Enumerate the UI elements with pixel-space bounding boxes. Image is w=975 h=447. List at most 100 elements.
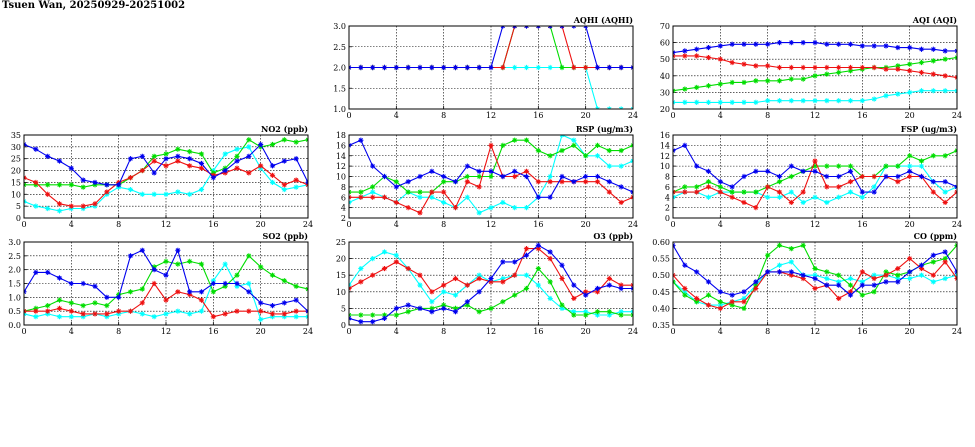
- data-point: [788, 259, 794, 265]
- data-point: [765, 41, 771, 47]
- data-point: [464, 194, 470, 200]
- data-point: [559, 262, 565, 268]
- data-point: [258, 316, 264, 323]
- data-point: [918, 158, 925, 164]
- data-point: [293, 283, 299, 289]
- data-point: [381, 173, 388, 180]
- data-point: [139, 167, 145, 174]
- data-point: [559, 305, 565, 311]
- data-point: [68, 203, 74, 209]
- data-point: [33, 314, 39, 320]
- data-point: [741, 295, 747, 302]
- data-point: [571, 312, 577, 318]
- data-point: [800, 275, 806, 282]
- data-point: [717, 184, 723, 190]
- data-point: [753, 99, 759, 105]
- data-point: [56, 201, 63, 207]
- data-point: [824, 41, 830, 47]
- data-point: [812, 275, 818, 282]
- data-point: [571, 295, 577, 302]
- data-point: [246, 253, 252, 259]
- data-point: [500, 275, 506, 282]
- data-point: [812, 285, 818, 292]
- data-point: [942, 153, 948, 159]
- data-point: [871, 289, 877, 295]
- data-point: [583, 173, 589, 180]
- data-point: [139, 153, 145, 159]
- data-point: [776, 179, 783, 185]
- data-point: [417, 194, 423, 200]
- data-point: [765, 78, 771, 84]
- y-tick-label: 0.50: [652, 271, 670, 280]
- data-point: [116, 311, 122, 317]
- data-point: [583, 179, 589, 185]
- data-point: [56, 305, 63, 311]
- data-point: [812, 40, 818, 46]
- data-point: [800, 189, 806, 195]
- data-point: [429, 289, 435, 295]
- x-tick-label: 0: [346, 220, 351, 229]
- data-point: [824, 173, 830, 180]
- data-point: [210, 289, 216, 295]
- data-point: [547, 153, 553, 159]
- data-point: [535, 265, 541, 272]
- data-point: [812, 163, 818, 169]
- data-point: [895, 163, 901, 169]
- data-point: [405, 302, 411, 308]
- chart-title: FSP (ug/m3): [901, 124, 957, 134]
- data-point: [33, 308, 39, 314]
- x-tick-label: 8: [441, 220, 446, 229]
- data-point: [836, 194, 842, 200]
- plot-frame: [348, 134, 634, 219]
- x-tick-label: 0: [346, 111, 351, 120]
- data-point: [800, 64, 806, 71]
- x-tick-label: 16: [857, 111, 867, 120]
- y-tick-label: 10: [336, 173, 346, 182]
- data-point: [139, 191, 145, 197]
- data-point: [741, 61, 747, 67]
- data-point: [175, 153, 181, 159]
- data-point: [381, 194, 388, 200]
- x-tick-label: 24: [628, 111, 638, 120]
- data-point: [429, 194, 435, 200]
- data-point: [594, 64, 601, 71]
- data-point: [405, 309, 411, 315]
- data-point: [222, 151, 228, 157]
- data-point: [895, 265, 901, 272]
- data-point: [871, 96, 877, 102]
- y-tick-label: 3.0: [333, 22, 346, 31]
- series-blue: [24, 141, 308, 188]
- data-point: [907, 89, 913, 95]
- data-point: [187, 191, 193, 197]
- data-point: [618, 282, 624, 288]
- data-point: [717, 299, 723, 305]
- data-point: [269, 172, 276, 178]
- y-tick-label: 2.5: [333, 43, 346, 52]
- x-tick-label: 8: [441, 327, 446, 336]
- y-tick-label: 8: [341, 183, 346, 192]
- data-point: [788, 272, 794, 278]
- data-point: [281, 137, 287, 143]
- x-tick-label: 8: [765, 111, 770, 120]
- data-point: [405, 179, 411, 185]
- data-point: [812, 194, 818, 200]
- x-tick-label: 24: [303, 327, 313, 336]
- data-point: [753, 189, 759, 195]
- data-point: [80, 280, 86, 287]
- data-point: [269, 179, 276, 186]
- data-point: [918, 173, 925, 180]
- data-point: [618, 184, 624, 190]
- data-point: [847, 292, 854, 298]
- data-point: [717, 179, 723, 185]
- data-point: [381, 312, 388, 318]
- data-point: [836, 295, 842, 302]
- data-point: [824, 199, 830, 206]
- data-point: [930, 279, 936, 285]
- data-point: [847, 41, 854, 47]
- data-point: [547, 279, 553, 285]
- plot-area: [349, 242, 633, 325]
- data-point: [234, 283, 240, 289]
- data-point: [33, 179, 39, 186]
- data-point: [583, 292, 589, 298]
- data-point: [788, 163, 794, 169]
